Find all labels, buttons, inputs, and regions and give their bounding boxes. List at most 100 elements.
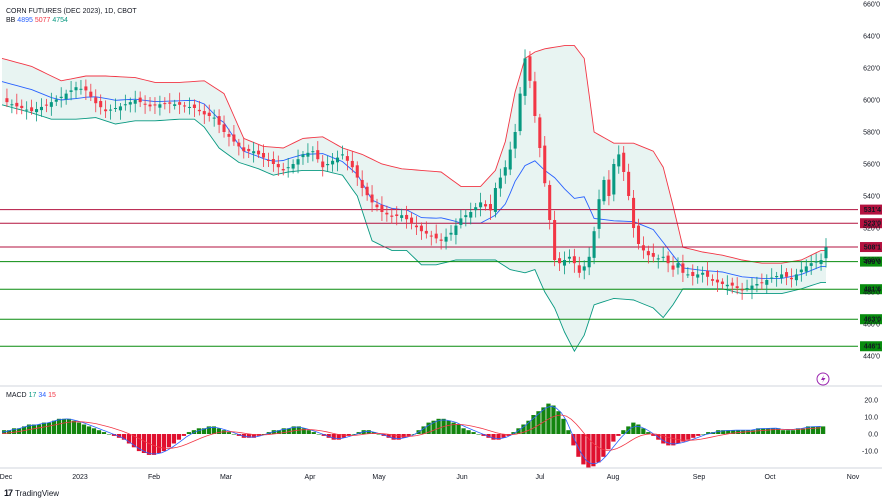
candle-body-124 <box>612 164 616 195</box>
macd-bar-141 <box>706 432 711 434</box>
macd-bar-39 <box>196 428 202 434</box>
y-tick-label-10: 460'0 <box>863 322 880 329</box>
x-tick-label-6: Jun <box>456 474 467 481</box>
candle-body-36 <box>178 102 182 105</box>
candle-body-69 <box>340 154 344 156</box>
macd-bar-122 <box>611 434 616 442</box>
candle-body-64 <box>316 150 320 160</box>
candle-body-11 <box>54 99 58 102</box>
macd-tick-label-0: 20.0 <box>864 398 878 405</box>
candle-body-67 <box>331 160 335 165</box>
macd-bar-102 <box>511 432 516 434</box>
macd-bar-58 <box>291 426 296 434</box>
macd-bar-91 <box>456 424 461 434</box>
candle-body-46 <box>227 134 231 137</box>
candle-body-88 <box>434 233 438 239</box>
replay-button[interactable] <box>816 372 830 386</box>
bb-legend[interactable]: BB 4895 5077 4754 <box>6 16 68 25</box>
candle-body-129 <box>636 225 641 244</box>
macd-bar-57 <box>286 428 291 434</box>
macd-bar-163 <box>816 426 821 434</box>
tradingview-logo[interactable]: 17 TradingView <box>4 488 60 498</box>
y-tick-label-1: 640'0 <box>863 34 880 41</box>
candle-body-13 <box>64 93 68 100</box>
candle-body-57 <box>281 168 285 171</box>
candle-body-154 <box>760 282 764 284</box>
candle-body-140 <box>691 272 695 276</box>
candle-body-53 <box>261 153 266 158</box>
macd-bar-24 <box>121 434 127 440</box>
candle-body-130 <box>641 245 645 251</box>
candle-body-59 <box>291 164 295 169</box>
lightning-icon[interactable] <box>816 372 830 386</box>
candle-body-165 <box>814 261 818 263</box>
level-tag-3: 499'0 <box>864 259 881 266</box>
y-tick-label-3: 600'0 <box>863 98 880 105</box>
y-tick-label-9: 480'0 <box>863 290 880 297</box>
candle-body-100 <box>493 188 497 212</box>
candle-body-23 <box>113 108 118 109</box>
candle-body-14 <box>69 90 73 92</box>
macd-legend[interactable]: MACD 17 34 15 <box>6 391 56 400</box>
candle-body-61 <box>301 154 305 158</box>
candle-body-139 <box>686 274 690 276</box>
macd-bar-28 <box>141 434 147 453</box>
macd-bar-145 <box>726 430 731 434</box>
candle-body-32 <box>158 104 162 108</box>
macd-bar-137 <box>686 434 691 440</box>
macd-bar-111 <box>556 411 561 434</box>
level-tag-bg-2 <box>860 242 882 253</box>
candle-body-128 <box>632 197 636 228</box>
macd-bar-139 <box>696 434 701 436</box>
candle-body-44 <box>217 116 221 125</box>
macd-bar-25 <box>126 434 132 444</box>
candle-body-92 <box>454 225 458 235</box>
y-tick-label-6: 540'0 <box>863 194 880 201</box>
macd-bar-33 <box>166 434 172 448</box>
macd-bar-61 <box>306 430 311 434</box>
candle-body-96 <box>474 207 478 211</box>
candle-body-26 <box>128 102 132 105</box>
candle-body-7 <box>35 109 39 113</box>
macd-bar-118 <box>591 434 596 467</box>
macd-bar-97 <box>486 434 491 438</box>
candle-body-2 <box>10 104 14 106</box>
candle-body-55 <box>271 159 275 164</box>
candle-body-78 <box>385 212 389 215</box>
macd-bar-120 <box>601 434 606 457</box>
symbol-title: CORN FUTURES (DEC 2023), 1D, CBOT <box>6 8 137 15</box>
macd-bar-130 <box>651 434 656 436</box>
candle-body-71 <box>350 160 354 168</box>
candle-body-105 <box>518 93 522 132</box>
candle-body-65 <box>321 161 325 168</box>
candle-body-20 <box>99 101 103 108</box>
bollinger-band-fill <box>2 45 826 352</box>
macd-bar-17 <box>86 426 92 434</box>
candle-body-146 <box>720 281 724 284</box>
candle-body-151 <box>745 288 749 289</box>
candle-body-27 <box>133 100 137 104</box>
macd-bar-43 <box>216 428 221 434</box>
macd-tick-label-3: -10.0 <box>862 449 878 456</box>
candle-body-87 <box>429 235 433 237</box>
macd-bar-81 <box>406 434 411 436</box>
candle-body-37 <box>183 105 187 107</box>
y-tick-label-11: 440'0 <box>863 354 880 361</box>
macd-bar-27 <box>136 434 142 452</box>
candle-body-51 <box>252 151 256 154</box>
candle-body-49 <box>242 147 246 152</box>
macd-bar-2 <box>11 428 17 434</box>
macd-bar-11 <box>56 418 62 434</box>
candle-body-143 <box>706 270 710 277</box>
candle-body-3 <box>15 102 19 107</box>
macd-bar-92 <box>461 428 466 434</box>
candle-body-6 <box>30 107 34 112</box>
candle-body-109 <box>538 117 542 148</box>
candle-body-162 <box>799 269 803 273</box>
y-tick-label-8: 500'0 <box>863 258 880 265</box>
candle-body-90 <box>444 236 448 242</box>
candle-body-43 <box>212 117 216 119</box>
candle-body-41 <box>202 111 206 115</box>
candle-body-125 <box>617 154 621 167</box>
